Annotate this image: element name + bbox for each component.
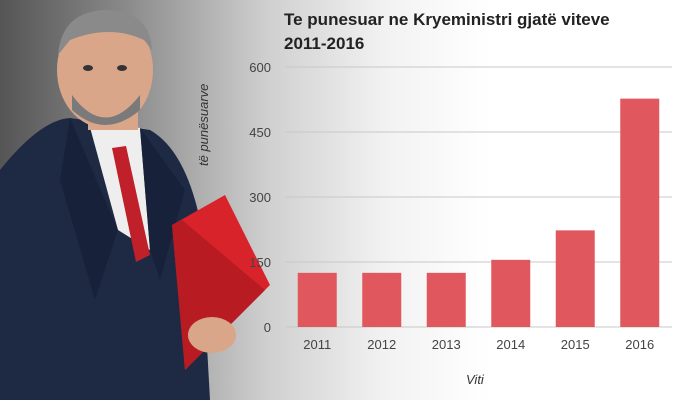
y-axis-label: të punësuarve — [196, 83, 211, 166]
y-tick-label: 450 — [249, 125, 271, 140]
person-photo — [0, 10, 270, 400]
y-tick-label: 600 — [249, 60, 271, 75]
bar-2014 — [491, 259, 531, 327]
x-tick-label: 2013 — [432, 337, 461, 352]
chart-title-line2: 2011-2016 — [284, 34, 365, 53]
x-axis-label: Viti — [466, 372, 484, 387]
x-tick-label: 2016 — [625, 337, 654, 352]
bar-2015 — [555, 230, 595, 327]
x-tick-label: 2014 — [496, 337, 525, 352]
y-tick-label: 0 — [264, 320, 271, 335]
x-tick-label: 2012 — [367, 337, 396, 352]
y-tick-label: 300 — [249, 190, 271, 205]
bar-2011 — [297, 272, 337, 327]
bar-2012 — [362, 272, 402, 327]
x-tick-label: 2015 — [561, 337, 590, 352]
chart-title-line1: Te punesuar ne Kryeministri gjatë viteve — [284, 10, 610, 29]
bar-2016 — [620, 98, 660, 327]
y-tick-label: 150 — [249, 255, 271, 270]
x-tick-label: 2011 — [303, 337, 331, 352]
chart-title: Te punesuar ne Kryeministri gjatë viteve… — [284, 8, 684, 56]
bar-2013 — [426, 272, 466, 327]
